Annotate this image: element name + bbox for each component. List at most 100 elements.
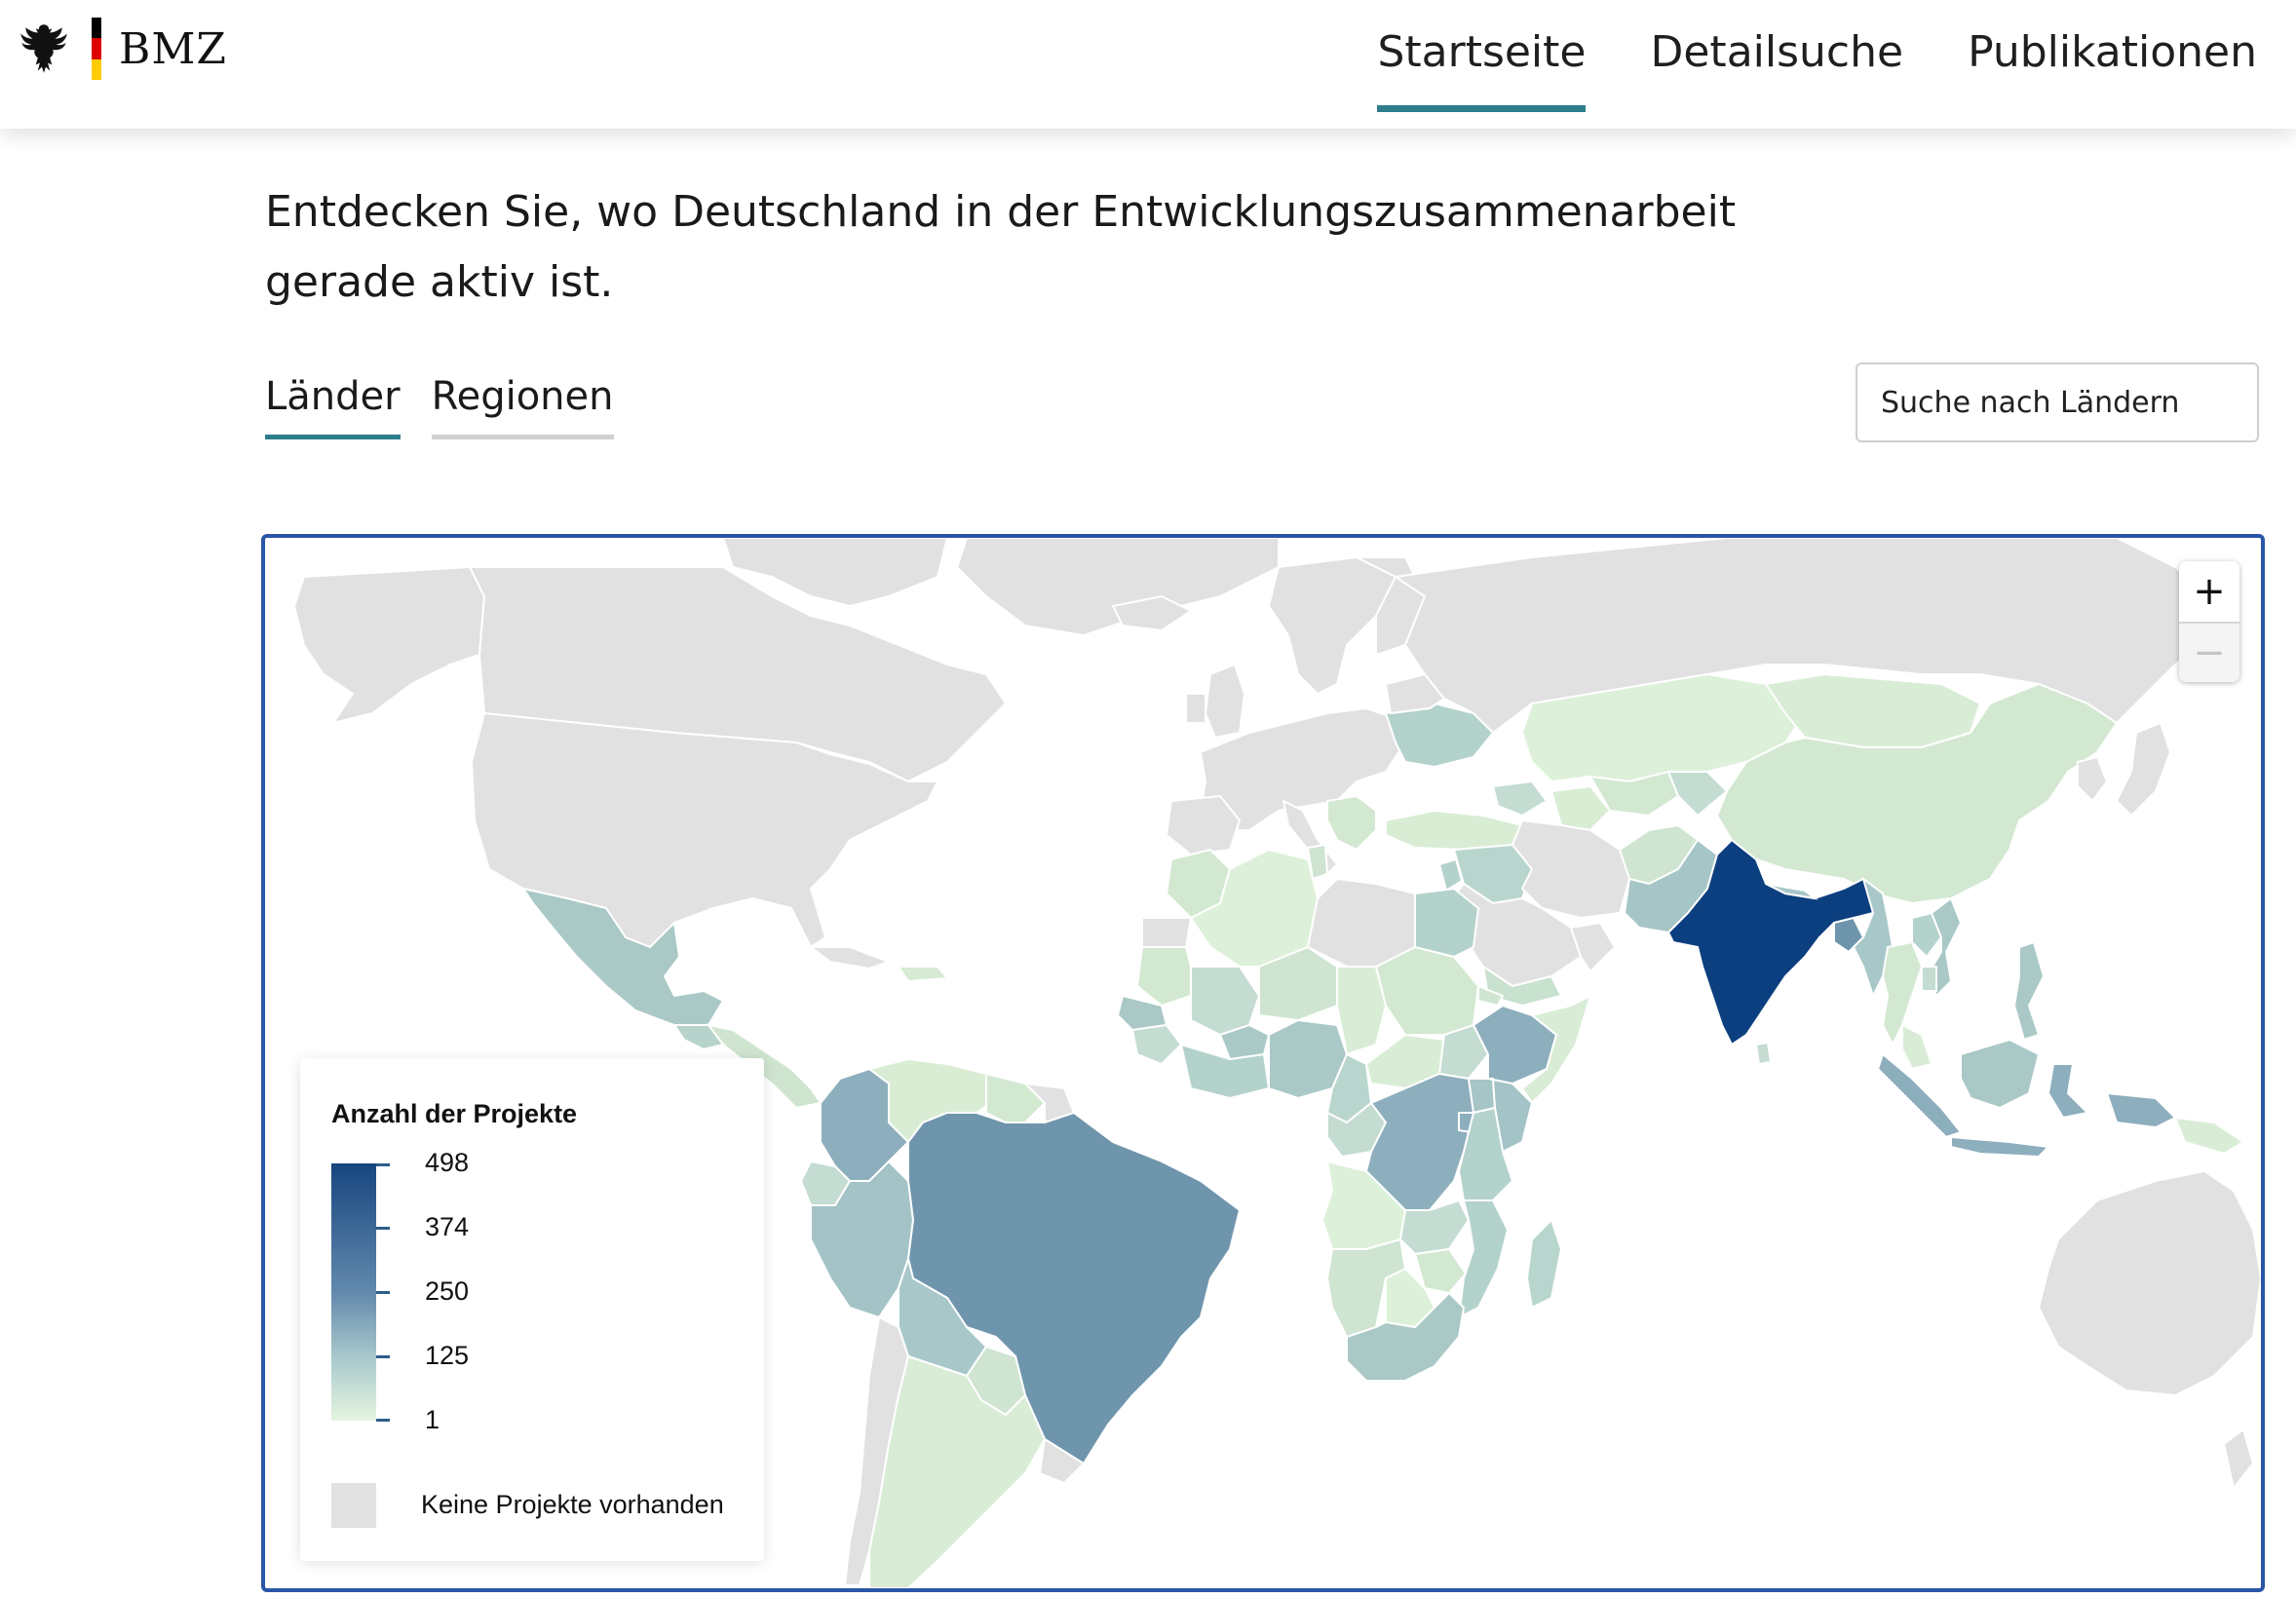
legend-value: 125 <box>425 1341 470 1370</box>
country-nepal[interactable] <box>1765 883 1818 900</box>
country-indonesia-java[interactable] <box>1950 1135 2051 1159</box>
legend-value-max: 498 <box>425 1148 470 1177</box>
country-spain-portugal[interactable] <box>1165 794 1242 856</box>
nav-startseite[interactable]: Startseite <box>1377 27 1587 112</box>
country-kazakhstan[interactable] <box>1520 672 1807 783</box>
country-burkina-faso[interactable] <box>1218 1023 1271 1061</box>
country-haiti-dr[interactable] <box>897 966 950 983</box>
country-kenya[interactable] <box>1487 1078 1534 1154</box>
country-uganda[interactable] <box>1467 1078 1497 1115</box>
country-guyana[interactable] <box>985 1072 1047 1123</box>
country-indonesia-borneo[interactable] <box>1960 1038 2041 1110</box>
country-malawi-mozambique[interactable] <box>1457 1199 1510 1319</box>
zoom-controls: + − <box>2179 561 2239 682</box>
map-legend: Anzahl der Projekte 498 374 250 125 1 Ke… <box>300 1058 764 1561</box>
country-indonesia-sumatra[interactable] <box>1876 1052 1963 1139</box>
country-greenland[interactable] <box>955 538 1280 637</box>
main-nav: Startseite Detailsuche Publikationen <box>1377 27 2257 112</box>
zoom-out-button[interactable]: − <box>2179 622 2239 682</box>
country-canada-arctic[interactable] <box>721 538 949 608</box>
legend-tick-mark <box>376 1163 390 1166</box>
country-sudan[interactable] <box>1374 945 1480 1036</box>
legend-color-scale <box>331 1163 376 1421</box>
bmz-logo[interactable]: BMZ <box>14 18 227 80</box>
country-uruguay[interactable] <box>1038 1437 1086 1485</box>
country-niger[interactable] <box>1258 945 1338 1022</box>
country-papua[interactable] <box>2105 1091 2177 1129</box>
legend-tick-mark <box>376 1291 390 1294</box>
country-cambodia[interactable] <box>1921 966 1937 992</box>
country-uk[interactable] <box>1204 663 1246 740</box>
country-iran[interactable] <box>1511 818 1631 920</box>
country-madagascar[interactable] <box>1525 1218 1563 1310</box>
german-flag-bar <box>92 18 101 80</box>
country-ukraine[interactable] <box>1384 702 1495 769</box>
country-new-zealand[interactable] <box>2222 1427 2255 1491</box>
legend-tick-mark <box>376 1419 390 1422</box>
country-usa-alaska[interactable] <box>292 565 486 725</box>
country-papua-new-guinea[interactable] <box>2173 1116 2245 1156</box>
country-ireland[interactable] <box>1185 693 1206 724</box>
country-korea[interactable] <box>2077 755 2109 803</box>
country-namibia[interactable] <box>1325 1237 1407 1339</box>
country-western-sahara[interactable] <box>1141 917 1193 948</box>
country-kyrgyzstan-tajikistan[interactable] <box>1666 771 1729 818</box>
country-iceland[interactable] <box>1111 594 1193 632</box>
country-argentina[interactable] <box>868 1354 1047 1588</box>
country-jordan-palestine[interactable] <box>1437 857 1464 893</box>
country-japan[interactable] <box>2115 721 2172 818</box>
country-guinea[interactable] <box>1130 1023 1183 1066</box>
tab-regionen[interactable]: Regionen <box>431 374 614 439</box>
legend-value-min: 1 <box>425 1405 440 1434</box>
country-thailand[interactable] <box>1881 940 1924 1047</box>
country-australia[interactable] <box>2037 1169 2261 1397</box>
country-turkey[interactable] <box>1385 809 1524 852</box>
country-search-input[interactable] <box>1856 362 2259 442</box>
country-somalia[interactable] <box>1520 994 1592 1105</box>
zoom-in-button[interactable]: + <box>2179 561 2239 622</box>
world-map[interactable]: + − Anzahl der Projekte 498 374 250 125 … <box>261 534 2265 1592</box>
country-cuba[interactable] <box>808 946 892 970</box>
country-myanmar[interactable] <box>1852 876 1894 999</box>
world-map-canvas[interactable] <box>265 538 2261 1588</box>
country-indonesia-sulawesi[interactable] <box>2047 1063 2090 1120</box>
country-belarus[interactable] <box>1384 672 1446 715</box>
country-mongolia[interactable] <box>1764 672 1982 748</box>
legend-no-data-label: Keine Projekte vorhanden <box>421 1490 724 1519</box>
country-drc[interactable] <box>1364 1072 1475 1211</box>
country-eritrea[interactable] <box>1477 984 1505 1008</box>
site-header: BMZ Startseite Detailsuche Publikationen <box>0 0 2296 129</box>
nav-detailsuche[interactable]: Detailsuche <box>1650 27 1904 77</box>
country-mauritania[interactable] <box>1135 946 1192 1008</box>
country-malaysia[interactable] <box>1901 1023 1933 1071</box>
brand-name: BMZ <box>119 23 227 74</box>
legend-tick-mark <box>376 1355 390 1358</box>
view-tabs: Länder Regionen <box>265 374 614 439</box>
country-oman[interactable] <box>1569 921 1617 973</box>
country-laos[interactable] <box>1911 911 1943 959</box>
country-tunisia[interactable] <box>1306 843 1329 881</box>
country-china[interactable] <box>1715 682 2119 905</box>
intro-text: Entdecken Sie, wo Deutschland in der Ent… <box>265 187 1737 307</box>
country-turkmenistan[interactable] <box>1550 784 1612 832</box>
country-south-sudan[interactable] <box>1437 1023 1490 1081</box>
legend-value: 250 <box>425 1276 470 1306</box>
country-colombia[interactable] <box>820 1067 910 1182</box>
nav-publikationen[interactable]: Publikationen <box>1968 27 2257 77</box>
legend-value: 374 <box>425 1212 470 1241</box>
country-libya[interactable] <box>1306 877 1416 968</box>
country-sri-lanka[interactable] <box>1754 1041 1773 1066</box>
tab-laender[interactable]: Länder <box>265 374 401 439</box>
legend-no-data-swatch <box>331 1483 376 1528</box>
country-south-africa[interactable] <box>1346 1291 1466 1382</box>
country-guatemala[interactable] <box>672 1024 725 1051</box>
legend-title: Anzahl der Projekte <box>331 1099 578 1128</box>
federal-eagle-icon <box>20 24 67 73</box>
country-philippines[interactable] <box>2012 940 2046 1042</box>
country-caucasus[interactable] <box>1491 780 1549 818</box>
country-balkans[interactable] <box>1326 794 1377 852</box>
country-zimbabwe[interactable] <box>1413 1247 1468 1295</box>
country-mexico[interactable] <box>520 887 725 1026</box>
country-zambia[interactable] <box>1398 1198 1471 1256</box>
legend-tick-mark <box>376 1227 390 1230</box>
